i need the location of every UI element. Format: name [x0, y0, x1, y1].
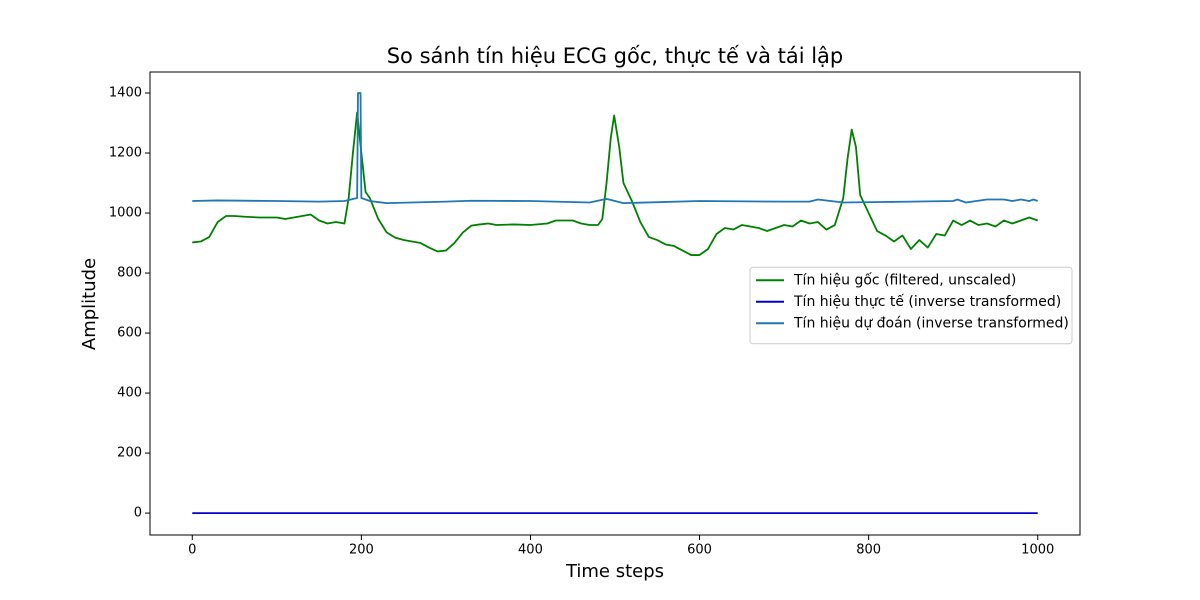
y-tick-label: 1000 [109, 206, 142, 221]
x-tick-label: 0 [188, 543, 196, 558]
legend: Tín hiệu gốc (filtered, unscaled) Tín hiệ… [749, 266, 1073, 345]
legend-box [749, 266, 1073, 345]
series-line [192, 111, 1039, 256]
y-tick-label: 400 [117, 386, 142, 401]
plot-frame [149, 71, 1081, 536]
y-tick-label: 600 [117, 326, 142, 341]
x-tick-label: 400 [518, 543, 543, 558]
y-tick-label: 0 [134, 506, 142, 521]
y-tick-label: 1400 [109, 86, 142, 101]
chart-title: So sánh tín hiệu ECG gốc, thực tế và tái… [387, 44, 844, 68]
y-axis-label: Amplitude [79, 258, 100, 350]
x-tick-label: 1000 [1021, 543, 1054, 558]
y-tick-label: 800 [117, 266, 142, 281]
legend-label: Tín hiệu gốc (filtered, unscaled) [793, 271, 1016, 288]
legend-label: Tín hiệu thực tế (inverse transformed) [793, 293, 1061, 310]
series-line [192, 92, 1039, 205]
y-tick-label: 200 [117, 446, 142, 461]
x-axis-label: Time steps [565, 561, 664, 582]
y-tick-label: 1200 [109, 146, 142, 161]
x-tick-label: 800 [856, 543, 881, 558]
x-tick-label: 200 [349, 543, 374, 558]
legend-label: Tín hiệu dự đoán (inverse transformed) [793, 315, 1069, 331]
x-tick-label: 600 [687, 543, 712, 558]
